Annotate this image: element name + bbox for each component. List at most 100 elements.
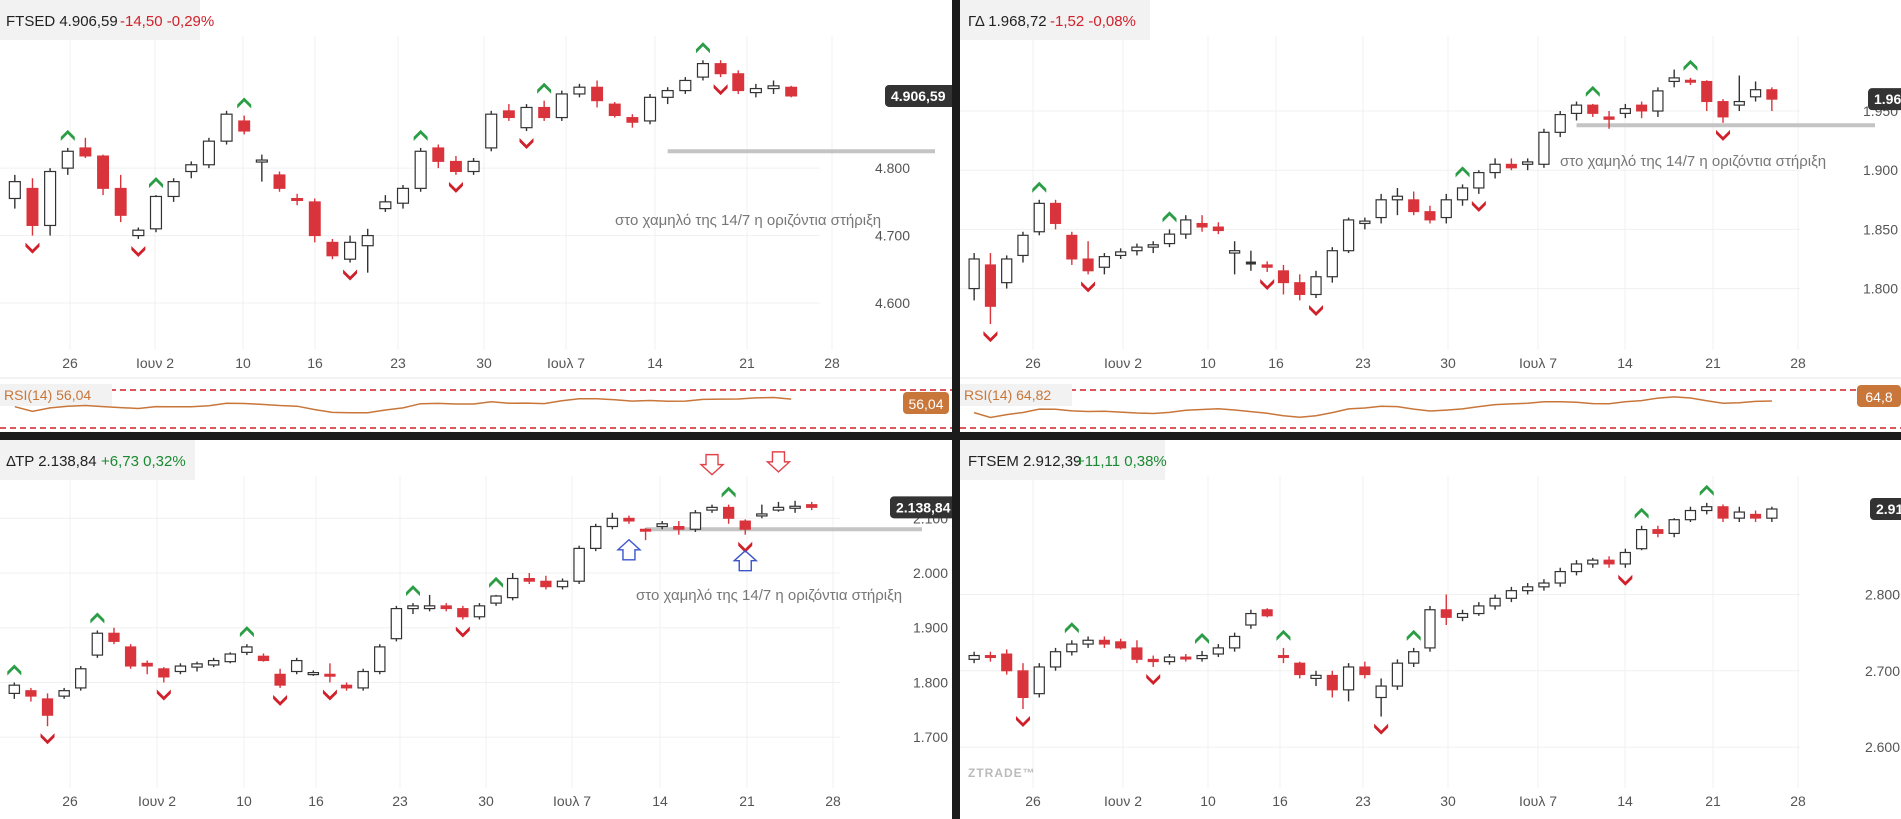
candle[interactable] bbox=[1587, 557, 1599, 568]
candle[interactable] bbox=[1017, 231, 1029, 263]
candle[interactable] bbox=[1684, 77, 1697, 85]
candle[interactable] bbox=[591, 80, 604, 108]
candle[interactable] bbox=[785, 85, 798, 98]
candle[interactable] bbox=[379, 195, 392, 212]
candle[interactable] bbox=[984, 651, 996, 662]
candle[interactable] bbox=[241, 644, 253, 656]
candle[interactable] bbox=[1017, 663, 1029, 709]
candle[interactable] bbox=[1147, 655, 1159, 667]
chart-dtr[interactable]: ΔΤΡ 2.138,84 +6,73 0,32% 2.1002.0001.900… bbox=[0, 440, 952, 819]
candle[interactable] bbox=[573, 83, 586, 98]
candle[interactable] bbox=[1212, 222, 1224, 235]
candle[interactable] bbox=[756, 504, 768, 519]
candle[interactable] bbox=[132, 227, 145, 239]
candle[interactable] bbox=[1261, 261, 1273, 272]
candle[interactable] bbox=[1684, 506, 1697, 522]
candle[interactable] bbox=[1163, 654, 1176, 665]
candle[interactable] bbox=[149, 195, 163, 233]
candle[interactable] bbox=[1408, 647, 1420, 667]
candle[interactable] bbox=[639, 528, 652, 541]
candle[interactable] bbox=[606, 512, 619, 530]
candle[interactable] bbox=[1603, 556, 1615, 568]
candle[interactable] bbox=[1180, 215, 1192, 239]
candle[interactable] bbox=[1163, 229, 1176, 248]
candle[interactable] bbox=[41, 693, 54, 727]
candle[interactable] bbox=[440, 603, 452, 612]
candle[interactable] bbox=[767, 80, 780, 94]
candle[interactable] bbox=[1750, 510, 1762, 522]
candle[interactable] bbox=[673, 521, 685, 535]
candle[interactable] bbox=[1749, 81, 1762, 102]
candle[interactable] bbox=[1440, 594, 1452, 625]
candle[interactable] bbox=[520, 104, 533, 132]
candle[interactable] bbox=[273, 171, 286, 192]
candle[interactable] bbox=[696, 60, 710, 81]
candle[interactable] bbox=[1294, 274, 1306, 301]
candle[interactable] bbox=[340, 682, 353, 691]
candle[interactable] bbox=[1766, 506, 1778, 522]
candle[interactable] bbox=[1212, 644, 1224, 658]
candle[interactable] bbox=[1245, 609, 1257, 629]
candle[interactable] bbox=[457, 605, 469, 620]
candle[interactable] bbox=[656, 521, 668, 530]
candle[interactable] bbox=[1473, 170, 1485, 194]
candle[interactable] bbox=[1570, 101, 1583, 121]
candle[interactable] bbox=[789, 500, 801, 513]
candle[interactable] bbox=[449, 156, 462, 175]
candle[interactable] bbox=[984, 253, 996, 325]
candle[interactable] bbox=[1701, 80, 1713, 112]
candle[interactable] bbox=[1456, 609, 1469, 622]
candle[interactable] bbox=[1131, 640, 1143, 664]
candle[interactable] bbox=[1375, 678, 1387, 717]
candle[interactable] bbox=[26, 178, 39, 236]
candle[interactable] bbox=[722, 504, 735, 524]
candle[interactable] bbox=[706, 504, 718, 513]
candle[interactable] bbox=[1408, 191, 1420, 216]
candle[interactable] bbox=[1066, 640, 1078, 656]
candle[interactable] bbox=[661, 87, 674, 105]
candle[interactable] bbox=[141, 660, 153, 675]
candle[interactable] bbox=[257, 653, 270, 662]
candle[interactable] bbox=[467, 158, 480, 175]
candle[interactable] bbox=[523, 573, 535, 584]
candle[interactable] bbox=[623, 515, 635, 524]
candle[interactable] bbox=[308, 198, 321, 243]
candle[interactable] bbox=[44, 168, 57, 236]
candle[interactable] bbox=[158, 667, 170, 683]
candle[interactable] bbox=[1603, 111, 1615, 129]
candle[interactable] bbox=[432, 144, 445, 169]
candle[interactable] bbox=[1668, 518, 1680, 538]
candle[interactable] bbox=[772, 501, 785, 512]
candle[interactable] bbox=[25, 687, 37, 702]
candle[interactable] bbox=[689, 510, 702, 532]
candle[interactable] bbox=[291, 193, 304, 206]
candle[interactable] bbox=[1196, 650, 1208, 662]
candle[interactable] bbox=[390, 605, 403, 642]
candle[interactable] bbox=[679, 77, 692, 94]
candle[interactable] bbox=[1489, 594, 1501, 610]
candle[interactable] bbox=[1326, 670, 1338, 698]
chart-gd[interactable]: ΓΔ 1.968,72 -1,52 -0,08% RSI(14) 64,82 6… bbox=[960, 0, 1901, 432]
candle[interactable] bbox=[1636, 101, 1648, 119]
candle[interactable] bbox=[1245, 250, 1256, 271]
candle[interactable] bbox=[361, 228, 374, 273]
candle[interactable] bbox=[307, 670, 320, 676]
candle[interactable] bbox=[1489, 158, 1501, 179]
candle[interactable] bbox=[58, 687, 70, 699]
candle[interactable] bbox=[1082, 241, 1094, 275]
candle[interactable] bbox=[473, 603, 486, 620]
chart-panel-dtr[interactable]: ΔΤΡ 2.138,84 +6,73 0,32% 2.1002.0001.900… bbox=[0, 440, 952, 819]
candle[interactable] bbox=[1001, 255, 1013, 289]
candle[interactable] bbox=[1049, 647, 1062, 671]
candle[interactable] bbox=[396, 185, 410, 209]
candle[interactable] bbox=[1424, 605, 1436, 652]
candle[interactable] bbox=[8, 682, 21, 699]
candle[interactable] bbox=[1391, 659, 1404, 690]
candle[interactable] bbox=[573, 545, 585, 584]
chart-panel-ftsed[interactable]: FTSED 4.906,59 -14,50 -0,29% RSI(14) 56,… bbox=[0, 0, 952, 432]
candle[interactable] bbox=[255, 154, 268, 182]
candle[interactable] bbox=[506, 573, 519, 601]
candle[interactable] bbox=[1554, 111, 1566, 138]
candle[interactable] bbox=[202, 137, 215, 169]
candle[interactable] bbox=[540, 575, 552, 590]
